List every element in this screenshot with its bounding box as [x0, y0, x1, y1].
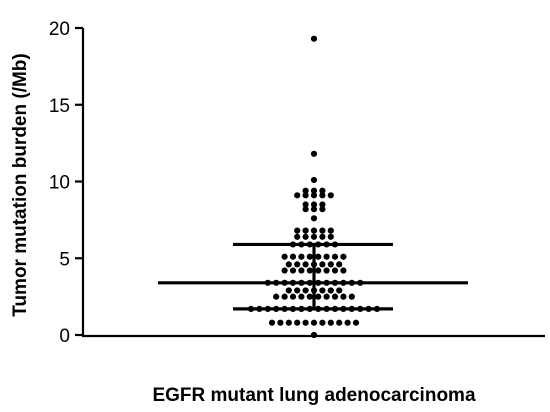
- data-point: [289, 293, 297, 300]
- data-point: [302, 287, 309, 294]
- data-point: [281, 267, 288, 274]
- data-point: [327, 233, 334, 240]
- data-point: [310, 227, 318, 234]
- data-point: [310, 187, 318, 194]
- median-iqr-lines: [158, 242, 468, 311]
- y-tick-label: 10: [49, 173, 70, 194]
- data-point: [331, 267, 339, 274]
- data-point: [327, 261, 334, 268]
- data-point: [302, 227, 309, 234]
- data-point: [302, 261, 309, 268]
- data-point: [331, 253, 339, 260]
- x-axis-title: EGFR mutant lung adenocarcinoma: [152, 385, 475, 406]
- data-point: [315, 267, 322, 274]
- y-axis-title: Tumor mutation burden (/Mb): [10, 53, 31, 317]
- data-point: [319, 206, 326, 213]
- data-point: [319, 287, 326, 294]
- data-point: [302, 201, 309, 208]
- data-point: [348, 293, 355, 300]
- data-point: [294, 233, 301, 240]
- data-point: [302, 233, 309, 240]
- data-point: [281, 253, 288, 260]
- data-point: [327, 287, 334, 294]
- data-point: [268, 319, 276, 326]
- data-point: [319, 261, 326, 268]
- data-point: [327, 192, 334, 199]
- data-point: [294, 261, 301, 268]
- y-tick-label: 0: [59, 326, 70, 347]
- data-point: [285, 319, 292, 326]
- data-point: [352, 319, 360, 326]
- data-point: [340, 253, 347, 260]
- data-point: [306, 267, 313, 274]
- data-point: [294, 227, 301, 234]
- data-point: [277, 319, 284, 326]
- y-tick-label: 15: [49, 96, 70, 117]
- y-tick-label: 5: [59, 249, 70, 270]
- data-point: [323, 267, 330, 274]
- data-point: [310, 35, 318, 42]
- data-point: [336, 287, 343, 294]
- data-point: [294, 319, 301, 326]
- data-point: [323, 253, 330, 260]
- data-point: [302, 206, 309, 213]
- data-point: [315, 293, 322, 300]
- data-point: [294, 192, 301, 199]
- data-point: [281, 293, 288, 300]
- y-ticks: 0 5 10 15 20: [49, 19, 83, 347]
- data-point: [344, 319, 351, 326]
- data-point: [302, 187, 309, 194]
- data-point: [310, 319, 318, 326]
- data-point: [319, 187, 326, 194]
- data-point: [315, 253, 322, 260]
- data-point: [285, 287, 292, 294]
- data-point: [310, 176, 318, 184]
- data-point: [289, 253, 297, 260]
- data-point: [298, 267, 305, 274]
- data-point: [327, 319, 334, 326]
- data-point: [289, 267, 297, 274]
- data-point: [310, 150, 318, 157]
- data-point: [306, 293, 313, 300]
- data-point: [310, 201, 318, 208]
- data-point: [302, 192, 309, 199]
- data-point: [323, 293, 330, 300]
- data-point: [336, 319, 343, 326]
- data-point: [285, 261, 292, 268]
- data-point: [310, 215, 318, 222]
- data-point: [336, 261, 343, 268]
- data-point: [319, 233, 326, 240]
- data-point: [340, 293, 347, 300]
- data-point: [302, 319, 309, 326]
- data-point: [319, 192, 326, 199]
- data-point: [319, 319, 326, 326]
- data-point: [340, 267, 347, 274]
- data-point: [310, 233, 318, 240]
- data-point: [319, 227, 326, 234]
- data-point: [294, 287, 301, 294]
- data-point: [319, 201, 326, 208]
- data-point: [273, 293, 280, 300]
- data-point: [331, 293, 339, 300]
- data-point: [310, 206, 318, 213]
- data-point: [327, 227, 334, 234]
- y-tick-label: 20: [49, 19, 70, 40]
- data-point: [306, 253, 313, 260]
- data-point: [298, 293, 305, 300]
- data-point: [310, 192, 318, 199]
- data-point: [298, 253, 305, 260]
